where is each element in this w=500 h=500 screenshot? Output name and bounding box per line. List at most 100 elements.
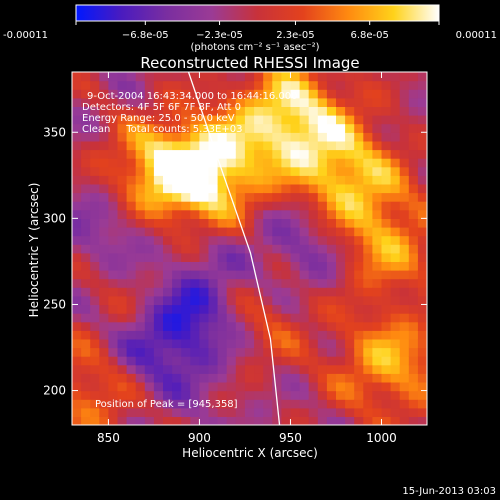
heatmap-cell bbox=[254, 235, 264, 245]
heatmap-cell bbox=[254, 252, 264, 262]
heatmap-cell bbox=[345, 261, 355, 271]
heatmap-cell bbox=[354, 407, 364, 417]
heatmap-cell bbox=[144, 261, 155, 271]
heatmap-cell bbox=[354, 97, 364, 107]
heatmap-cell bbox=[153, 209, 164, 219]
heatmap-cell bbox=[308, 287, 319, 297]
heatmap-cell bbox=[90, 106, 100, 116]
heatmap-cell bbox=[163, 270, 173, 280]
heatmap-cell bbox=[153, 252, 164, 262]
heatmap-cell bbox=[199, 201, 210, 211]
heatmap-cell bbox=[317, 158, 328, 168]
heatmap-cell bbox=[153, 364, 164, 374]
heatmap-cell bbox=[272, 158, 282, 168]
heatmap-cell bbox=[317, 321, 328, 331]
heatmap-cell bbox=[181, 407, 191, 417]
heatmap-cell bbox=[126, 321, 137, 331]
heatmap-cell bbox=[108, 149, 119, 159]
heatmap-cell bbox=[372, 373, 383, 383]
heatmap-cell bbox=[290, 382, 301, 392]
heatmap-cell bbox=[399, 166, 410, 176]
heatmap-cell bbox=[244, 97, 255, 107]
heatmap-cell bbox=[126, 158, 137, 168]
heatmap-cell bbox=[363, 321, 373, 331]
heatmap-cell bbox=[81, 175, 91, 185]
heatmap-cell bbox=[135, 330, 146, 340]
heatmap-cell bbox=[235, 321, 246, 331]
heatmap-cell bbox=[317, 149, 328, 159]
heatmap-cell bbox=[72, 373, 82, 383]
heatmap-cell bbox=[90, 407, 100, 417]
heatmap-cell bbox=[135, 356, 146, 366]
heatmap-cell bbox=[199, 252, 210, 262]
heatmap-cell bbox=[108, 390, 119, 400]
heatmap-cell bbox=[290, 399, 301, 409]
heatmap-cell bbox=[308, 209, 319, 219]
heatmap-cell bbox=[345, 278, 355, 288]
heatmap-cell bbox=[99, 158, 109, 168]
heatmap-cell bbox=[308, 175, 319, 185]
heatmap-cell bbox=[308, 158, 319, 168]
heatmap-cell bbox=[272, 89, 282, 99]
heatmap-cell bbox=[190, 338, 200, 349]
heatmap-cell bbox=[299, 304, 310, 314]
heatmap-cell bbox=[263, 235, 273, 245]
heatmap-cell bbox=[90, 244, 100, 254]
heatmap-cell bbox=[308, 416, 319, 425]
heatmap-cell bbox=[363, 278, 373, 288]
heatmap-cell bbox=[345, 89, 355, 99]
heatmap-cell bbox=[190, 123, 200, 133]
heatmap-cell bbox=[254, 382, 264, 392]
heatmap-cell bbox=[172, 123, 182, 133]
heatmap-cell bbox=[308, 97, 319, 107]
heatmap-cell bbox=[126, 89, 137, 99]
heatmap-cell bbox=[345, 416, 355, 425]
heatmap-cell bbox=[190, 330, 200, 340]
heatmap-cell bbox=[217, 192, 228, 202]
heatmap-cell bbox=[208, 313, 219, 323]
heatmap-cell bbox=[226, 416, 237, 425]
heatmap-cell bbox=[317, 313, 328, 323]
heatmap-cell bbox=[235, 166, 246, 176]
heatmap-cell bbox=[90, 399, 100, 409]
heatmap-cell bbox=[244, 313, 255, 323]
heatmap-cell bbox=[81, 132, 91, 142]
heatmap-cell bbox=[126, 209, 137, 219]
heatmap-cell bbox=[399, 149, 410, 159]
heatmap-cell bbox=[399, 390, 410, 400]
heatmap-cell bbox=[144, 321, 155, 331]
heatmap-cell bbox=[363, 72, 373, 82]
heatmap-cell bbox=[163, 373, 173, 383]
heatmap-cell bbox=[372, 356, 383, 366]
heatmap-cell bbox=[336, 115, 346, 125]
heatmap-cell bbox=[417, 373, 427, 383]
heatmap-cell bbox=[345, 330, 355, 340]
heatmap-cell bbox=[163, 166, 173, 176]
heatmap-cell bbox=[208, 192, 219, 202]
heatmap-cell bbox=[72, 158, 82, 168]
heatmap-cell bbox=[226, 72, 237, 82]
heatmap-cell bbox=[354, 115, 364, 125]
heatmap-cell bbox=[72, 338, 82, 349]
heatmap-cell bbox=[308, 382, 319, 392]
heatmap-cell bbox=[354, 175, 364, 185]
heatmap-cell bbox=[399, 227, 410, 237]
heatmap-cell bbox=[190, 416, 200, 425]
heatmap-cell bbox=[172, 149, 182, 159]
heatmap-cell bbox=[326, 72, 337, 82]
heatmap-cell bbox=[381, 235, 392, 245]
heatmap-cell bbox=[144, 278, 155, 288]
heatmap-cell bbox=[326, 321, 337, 331]
heatmap-cell bbox=[317, 356, 328, 366]
heatmap-cell bbox=[399, 278, 410, 288]
heatmap-cell bbox=[190, 183, 200, 194]
heatmap-cell bbox=[326, 416, 337, 425]
heatmap-cell bbox=[254, 89, 264, 99]
heatmap-cell bbox=[199, 227, 210, 237]
heatmap-cell bbox=[272, 227, 282, 237]
heatmap-cell bbox=[399, 115, 410, 125]
heatmap-cell bbox=[208, 227, 219, 237]
heatmap-cell bbox=[235, 183, 246, 194]
heatmap-cell bbox=[408, 390, 419, 400]
heatmap-cell bbox=[163, 201, 173, 211]
